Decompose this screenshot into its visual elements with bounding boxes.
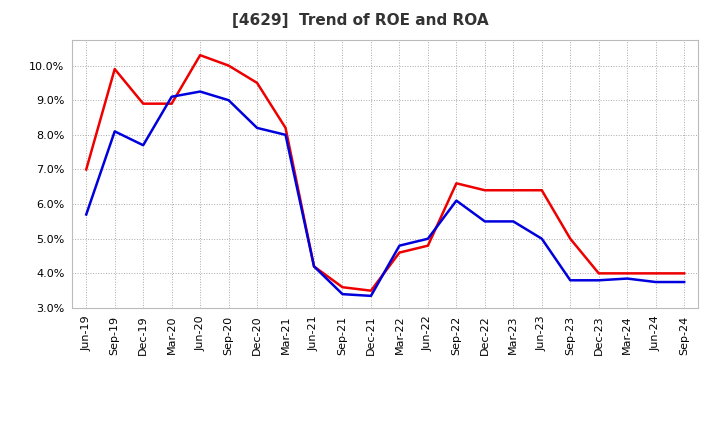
- ROA: [480, 219, 489, 224]
- ROE: [196, 52, 204, 58]
- ROA: [452, 198, 461, 203]
- ROE: [110, 66, 119, 72]
- ROA: [82, 212, 91, 217]
- ROE: [595, 271, 603, 276]
- ROA: [253, 125, 261, 131]
- ROA: [652, 279, 660, 285]
- ROE: [253, 80, 261, 85]
- Line: ROE: ROE: [86, 55, 684, 291]
- ROA: [623, 276, 631, 281]
- ROE: [537, 187, 546, 193]
- ROE: [366, 288, 375, 293]
- ROA: [167, 94, 176, 99]
- ROE: [452, 181, 461, 186]
- ROA: [139, 143, 148, 148]
- ROA: [537, 236, 546, 242]
- ROA: [595, 278, 603, 283]
- ROE: [652, 271, 660, 276]
- ROA: [566, 278, 575, 283]
- ROA: [509, 219, 518, 224]
- ROE: [225, 63, 233, 68]
- ROE: [82, 167, 91, 172]
- ROE: [167, 101, 176, 106]
- ROA: [338, 292, 347, 297]
- ROE: [395, 250, 404, 255]
- ROE: [680, 271, 688, 276]
- ROE: [139, 101, 148, 106]
- ROA: [110, 129, 119, 134]
- ROA: [310, 264, 318, 269]
- ROA: [366, 293, 375, 298]
- ROA: [423, 236, 432, 242]
- ROE: [338, 285, 347, 290]
- ROE: [310, 264, 318, 269]
- ROE: [623, 271, 631, 276]
- ROE: [480, 187, 489, 193]
- ROE: [509, 187, 518, 193]
- ROA: [196, 89, 204, 94]
- ROA: [225, 98, 233, 103]
- ROA: [282, 132, 290, 137]
- ROE: [282, 125, 290, 131]
- Text: [4629]  Trend of ROE and ROA: [4629] Trend of ROE and ROA: [232, 13, 488, 28]
- Line: ROA: ROA: [86, 92, 684, 296]
- ROA: [395, 243, 404, 248]
- ROE: [423, 243, 432, 248]
- ROE: [566, 236, 575, 242]
- ROA: [680, 279, 688, 285]
